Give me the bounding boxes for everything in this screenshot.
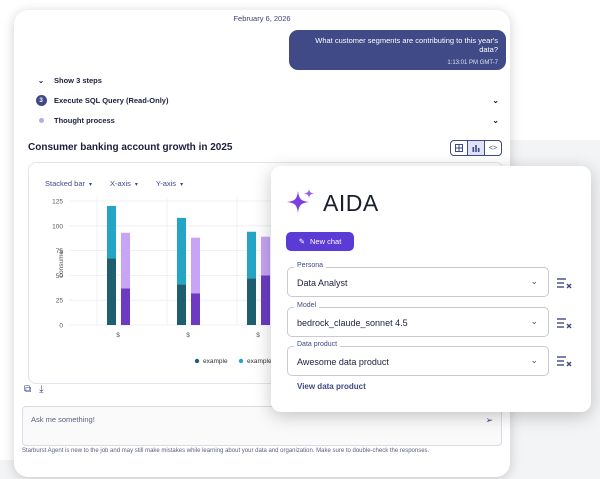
chevron-down-icon: ▾ [180,182,184,188]
table-view-button[interactable] [451,141,468,155]
user-message-bubble: What customer segments are contributing … [289,30,506,70]
clear-filter-icon[interactable] [556,276,572,290]
y-tick-label: 75 [56,248,64,255]
step-sql-query[interactable]: 3 Execute SQL Query (Read-Only) ⌄ [34,92,499,108]
chart-title: Consumer banking account growth in 2025 [28,142,233,153]
bar-segment [177,217,186,285]
clear-filter-icon[interactable] [556,354,572,368]
user-message-time: 1:13:01 PM GMT-7 [447,60,498,66]
bar-segment [191,293,200,325]
persona-select[interactable]: Persona Data Analyst ⌄ [287,262,549,297]
x-tick-label: $ [116,332,120,339]
legend-label: example [203,358,228,365]
edit-icon: ✎ [298,237,306,246]
chat-window: February 6, 2026 What customer segments … [14,10,510,477]
chevron-down-icon: ⌄ [37,75,45,85]
y-axis-label: consumer [58,248,65,277]
y-tick-label: 50 [56,273,64,280]
new-chat-button[interactable]: ✎ New chat [286,232,354,251]
chevron-down-icon: ⌄ [530,316,538,326]
clear-filter-icon[interactable] [556,316,572,330]
disclaimer-text: Starburst Agent is new to the job and ma… [22,448,430,454]
y-tick-label: 125 [52,199,63,206]
bar-segment [247,278,256,325]
step-thought-process[interactable]: Thought process ⌄ [34,112,499,128]
step-sql-label: Execute SQL Query (Read-Only) [54,95,169,105]
user-message-text: What customer segments are contributing … [315,36,498,54]
legend-swatch [238,358,244,364]
chat-input[interactable]: Ask me something! ➢ [22,406,502,446]
bar-segment [121,232,130,289]
x-tick-label: $ [256,332,260,339]
bar-segment [261,275,270,325]
bar-segment [107,258,116,325]
bar-segment [121,288,130,325]
y-tick-label: 25 [56,298,64,305]
bar-chart-icon [472,145,480,152]
bar-segment [177,284,186,325]
code-icon: <> [488,144,498,152]
x-axis-select[interactable]: X-axis ▾ [110,179,138,188]
copy-icon[interactable]: ⧉ [24,384,32,395]
y-axis-select[interactable]: Y-axis ▾ [155,179,184,188]
persona-label: Persona [294,262,327,269]
step-thought-label: Thought process [54,115,115,125]
data-product-value: Awesome data product [297,357,389,367]
view-toggle: <> [450,140,502,156]
y-tick-label: 0 [59,323,63,330]
model-value: bedrock_claude_sonnet 4.5 [297,318,408,328]
chart-controls: Stacked bar ▾ X-axis ▾ Y-axis ▾ [45,179,183,188]
view-data-product-link[interactable]: View data product [297,382,366,391]
chevron-down-icon: ⌄ [530,276,538,286]
data-product-select[interactable]: Data product Awesome data product ⌄ [287,341,549,376]
download-icon[interactable]: ⤓ [39,384,44,395]
sparkle-icon [287,189,314,213]
model-label: Model [294,302,320,309]
bar-segment [261,236,270,276]
new-chat-label: New chat [310,237,342,246]
chat-input-placeholder: Ask me something! [31,415,95,424]
show-steps-toggle[interactable]: ⌄ Show 3 steps [34,72,499,88]
send-icon[interactable]: ➢ [485,415,493,425]
show-steps-label: Show 3 steps [54,75,102,85]
bar-segment [247,231,256,279]
step-dot [38,117,44,123]
code-view-button[interactable]: <> [485,141,501,155]
chart-type-select[interactable]: Stacked bar ▾ [45,179,93,188]
persona-value: Data Analyst [297,278,348,288]
x-tick-label: $ [186,332,190,339]
step-number-badge: 3 [35,94,47,106]
aida-panel: AIDA ✎ New chat Persona Data Analyst ⌄ M… [271,166,591,412]
legend-swatch [194,358,200,364]
aida-title: AIDA [323,190,379,216]
legend-label: example [247,358,272,365]
chevron-down-icon: ⌄ [492,115,499,125]
bar-segment [107,205,116,259]
data-product-label: Data product [294,341,341,348]
table-icon [455,144,463,152]
chevron-down-icon: ▾ [89,182,93,188]
chevron-down-icon: ⌄ [530,355,538,365]
model-select[interactable]: Model bedrock_claude_sonnet 4.5 ⌄ [287,302,549,337]
chevron-down-icon: ⌄ [492,95,499,105]
response-actions: ⧉ ⤓ [24,384,44,395]
bar-segment [191,237,200,294]
chevron-down-icon: ▾ [134,182,138,188]
y-tick-label: 100 [52,223,63,230]
date-label: February 6, 2026 [233,14,291,23]
chart-view-button[interactable] [468,141,485,155]
